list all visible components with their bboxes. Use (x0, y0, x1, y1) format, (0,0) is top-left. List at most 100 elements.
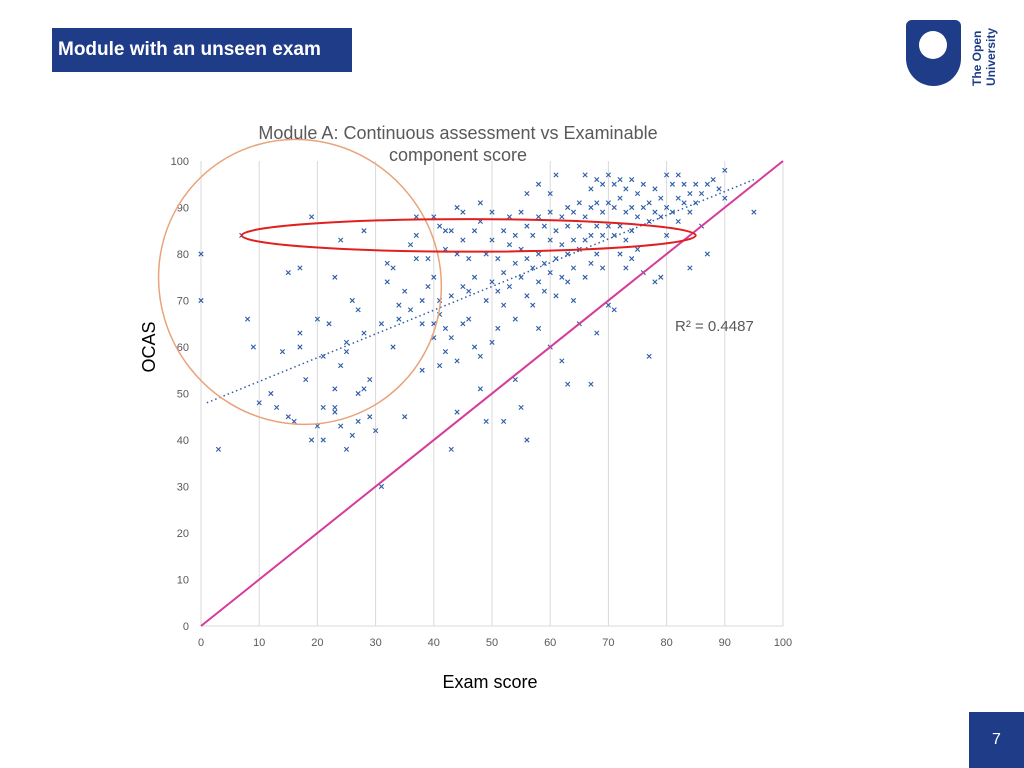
data-point (431, 274, 437, 280)
x-tick-label: 70 (602, 637, 614, 649)
data-point (413, 256, 419, 262)
y-tick-label: 70 (177, 296, 189, 308)
x-tick-label: 30 (369, 637, 381, 649)
y-tick-label: 80 (177, 249, 189, 261)
data-point (605, 172, 611, 178)
data-point (332, 404, 338, 411)
data-point (669, 181, 676, 187)
data-point (489, 279, 495, 285)
data-point (483, 297, 489, 304)
data-point (605, 223, 611, 229)
data-point (338, 237, 344, 243)
data-point (547, 270, 553, 276)
data-point (588, 232, 594, 238)
reference-lines (200, 160, 784, 627)
data-point (367, 414, 373, 420)
data-point (582, 237, 588, 243)
data-point (594, 223, 600, 229)
data-point (559, 274, 565, 280)
data-point (297, 265, 303, 271)
data-point (570, 209, 577, 215)
data-point (338, 423, 344, 429)
data-point (285, 270, 291, 276)
data-point (553, 228, 559, 234)
data-point (535, 214, 542, 220)
data-point (547, 209, 553, 215)
x-axis-label: Exam score (442, 672, 537, 692)
data-point (547, 190, 553, 197)
data-point (582, 172, 588, 178)
data-point (378, 321, 385, 327)
data-point (495, 256, 501, 262)
data-point (425, 256, 431, 262)
x-tick-labels: 0 10 20 30 40 50 60 70 80 90 100 (198, 637, 792, 649)
data-point (355, 307, 361, 313)
data-point (477, 200, 483, 206)
data-point (489, 237, 495, 243)
data-point (442, 325, 449, 331)
data-point (297, 344, 303, 350)
y-tick-label: 40 (177, 435, 189, 447)
data-point (524, 223, 530, 229)
x-tick-label: 0 (198, 637, 204, 649)
data-point (448, 446, 454, 452)
data-point (303, 376, 309, 383)
data-point (623, 186, 629, 192)
data-point (501, 302, 507, 308)
data-point (547, 237, 553, 243)
data-point (448, 293, 454, 299)
data-point (506, 242, 513, 248)
data-point (495, 288, 501, 294)
data-point (489, 339, 495, 345)
data-point (402, 288, 408, 294)
data-point (675, 172, 681, 178)
r-squared-annotation: R² = 0.4487 (675, 318, 754, 335)
data-point (250, 344, 256, 350)
data-point (675, 195, 681, 201)
data-point (355, 418, 361, 424)
data-point (512, 316, 518, 322)
data-point (378, 483, 385, 490)
data-point (402, 414, 408, 420)
data-point (524, 293, 530, 299)
data-point (495, 325, 501, 331)
data-point (501, 228, 507, 234)
data-point (291, 418, 297, 424)
data-point (588, 186, 594, 192)
data-point (588, 260, 594, 266)
data-point (565, 279, 571, 285)
data-point (343, 349, 350, 355)
data-point (501, 270, 507, 276)
data-point (518, 404, 524, 411)
data-point (460, 283, 466, 290)
data-point (582, 214, 588, 220)
data-point (553, 172, 559, 178)
data-point (390, 265, 396, 271)
data-point (407, 242, 414, 248)
data-point (279, 349, 286, 355)
data-point (512, 260, 518, 266)
data-point (611, 181, 617, 187)
data-point (565, 381, 571, 387)
chart-title-line-1: Module A: Continuous assessment vs Exami… (258, 123, 657, 143)
data-point (466, 316, 472, 322)
data-point (535, 181, 542, 187)
data-point (687, 265, 693, 271)
data-point (570, 297, 577, 304)
data-point (629, 204, 635, 211)
data-point (652, 186, 658, 192)
data-point (617, 251, 623, 257)
data-point (524, 437, 530, 443)
data-point (244, 316, 251, 322)
data-point (594, 330, 600, 336)
data-point (664, 232, 670, 238)
logo-dot-icon (919, 31, 947, 59)
data-point (605, 302, 611, 308)
data-point (530, 302, 536, 308)
data-point (367, 376, 373, 383)
data-point (373, 428, 379, 434)
highlight-ellipses (157, 138, 697, 426)
data-point (308, 214, 315, 220)
data-point (477, 386, 483, 392)
data-point (530, 265, 536, 271)
